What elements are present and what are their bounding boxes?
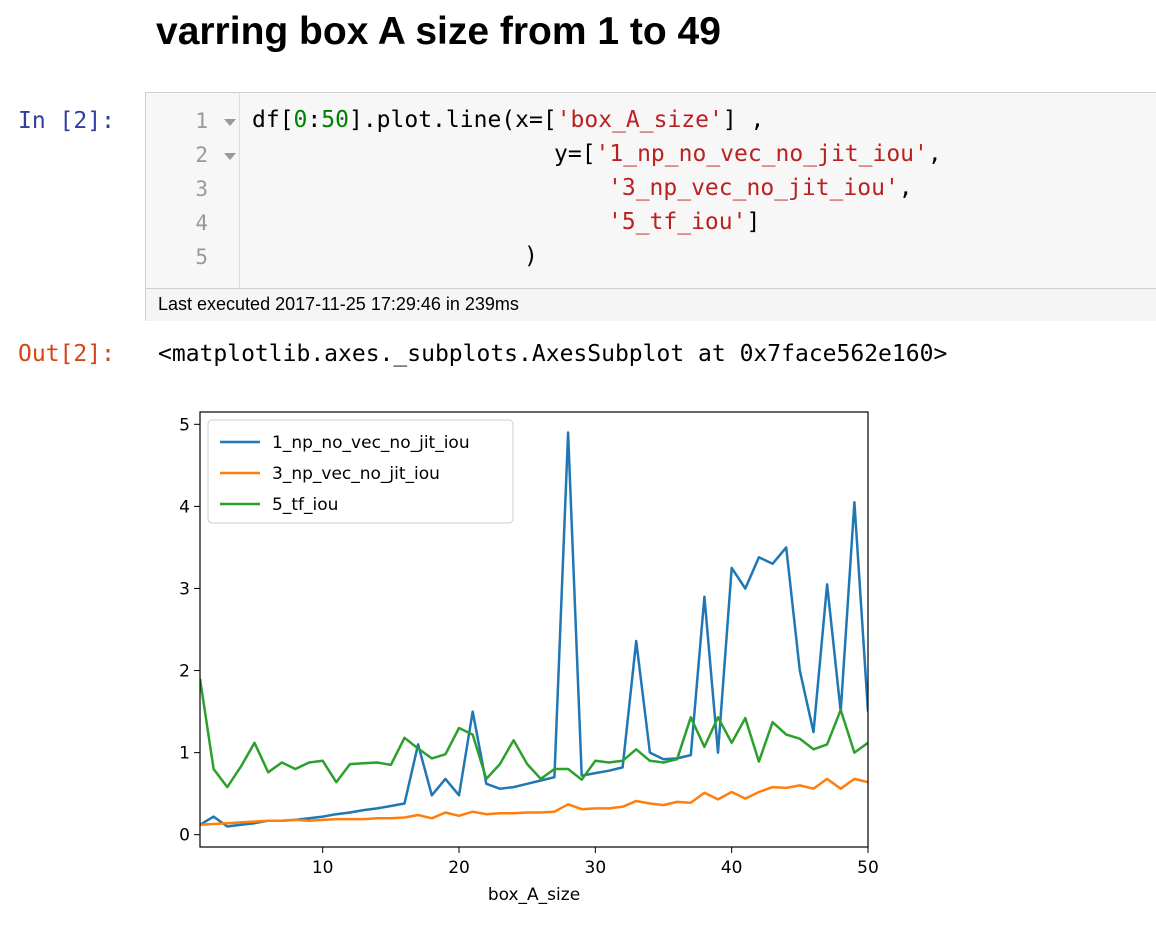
y-tick-label: 3: [179, 579, 190, 599]
x-tick-label: 10: [312, 858, 334, 878]
y-tick-label: 2: [179, 662, 190, 682]
code-line-1[interactable]: df[0:50].plot.line(x=['box_A_size'] ,: [252, 107, 765, 133]
code-line-3[interactable]: '3_np_vec_no_jit_iou',: [608, 175, 913, 201]
output-repr: <matplotlib.axes._subplots.AxesSubplot a…: [158, 341, 948, 367]
y-tick-label: 1: [179, 744, 190, 764]
input-prompt: In [2]:: [18, 108, 115, 134]
line-number-gutter: 1 2 3 4 5: [146, 93, 240, 288]
code-line-4[interactable]: '5_tf_iou']: [608, 209, 761, 235]
x-tick-label: 50: [857, 858, 879, 878]
line-number: 3: [195, 177, 208, 201]
output-prompt: Out[2]:: [18, 341, 115, 367]
y-tick-label: 5: [179, 415, 190, 435]
line-number: 2: [195, 143, 208, 167]
line-number: 4: [195, 211, 208, 235]
y-tick-label: 0: [179, 826, 190, 846]
code-cell[interactable]: 1 2 3 4 5 df[0:50].plot.line(x=['box_A_s…: [145, 92, 1156, 321]
fold-arrow-icon[interactable]: [224, 119, 236, 126]
code-line-2[interactable]: y=['1_np_no_vec_no_jit_iou',: [554, 141, 942, 167]
code-line-5[interactable]: ): [524, 243, 538, 269]
y-tick-label: 4: [179, 497, 190, 517]
legend-label: 5_tf_iou: [272, 495, 338, 515]
x-tick-label: 20: [448, 858, 470, 878]
plot-frame: [199, 411, 869, 848]
x-tick-label: 30: [585, 858, 607, 878]
series-line-1: [200, 431, 868, 828]
execution-info: Last executed 2017-11-25 17:29:46 in 239…: [158, 294, 519, 314]
execution-info-bar: Last executed 2017-11-25 17:29:46 in 239…: [146, 288, 1156, 321]
fold-arrow-icon[interactable]: [224, 153, 236, 160]
legend-label: 3_np_vec_no_jit_iou: [272, 464, 440, 484]
legend-box: [207, 419, 514, 524]
line-number: 1: [195, 109, 208, 133]
section-heading: varring box A size from 1 to 49: [156, 10, 721, 53]
legend-label: 1_np_no_vec_no_jit_iou: [272, 433, 470, 453]
series-line-3: [200, 678, 868, 789]
line-number: 5: [195, 245, 208, 269]
series-line-2: [200, 777, 868, 827]
line-chart: 0 1 2 3 4 5 10 20 30 40 50 box_A_size 1_np_no_vec_no…: [179, 411, 879, 905]
x-tick-label: 40: [721, 858, 743, 878]
x-axis-label: box_A_size: [488, 885, 580, 905]
